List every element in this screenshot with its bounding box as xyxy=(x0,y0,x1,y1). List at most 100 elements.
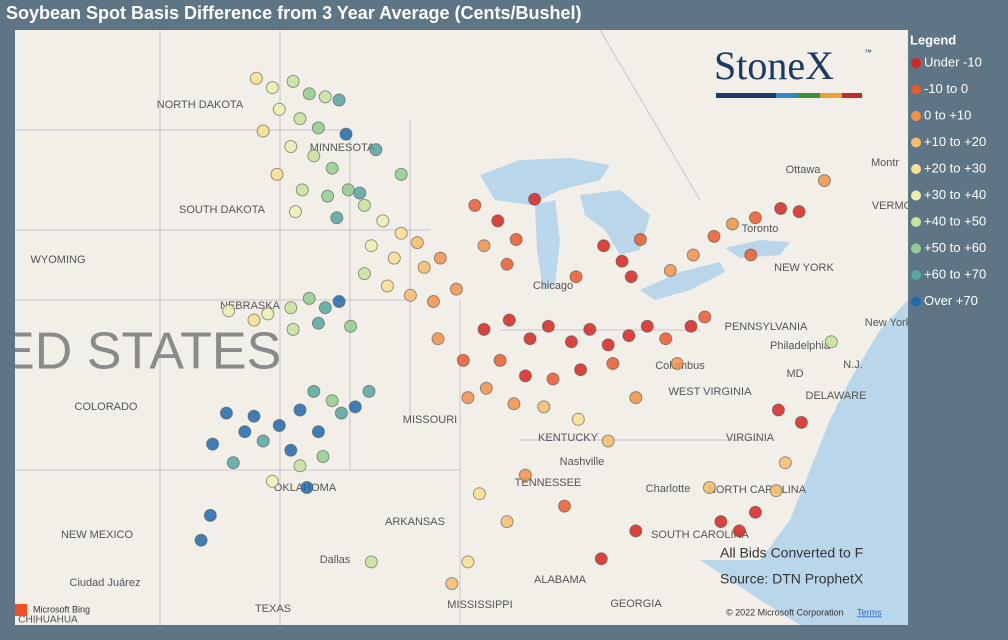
bid-point xyxy=(318,301,332,315)
map-label: KENTUCKY xyxy=(538,432,599,444)
bid-point xyxy=(507,397,521,411)
bid-point xyxy=(769,484,783,498)
legend-swatch xyxy=(911,217,921,227)
bid-point xyxy=(316,450,330,463)
bid-point xyxy=(601,338,615,352)
bid-point xyxy=(369,143,383,157)
bid-point xyxy=(523,332,537,346)
bid-point xyxy=(477,239,491,253)
map-label: Ciudad Juárez xyxy=(70,577,141,589)
bid-point xyxy=(307,149,321,163)
bid-point xyxy=(748,211,762,225)
bid-point xyxy=(226,456,240,470)
lake xyxy=(725,240,790,258)
map-label: ALABAMA xyxy=(534,574,587,586)
bid-point xyxy=(293,112,307,126)
bid-point xyxy=(748,505,762,519)
bid-point xyxy=(203,508,217,522)
map-label: Chicago xyxy=(533,280,573,292)
bid-point xyxy=(472,487,486,501)
map-label: Nashville xyxy=(560,456,605,468)
legend-label: -10 to 0 xyxy=(924,81,968,96)
logo-bar xyxy=(716,93,862,98)
bing-icon xyxy=(15,604,27,616)
bid-point xyxy=(295,183,309,197)
map-background xyxy=(15,30,908,625)
bid-point xyxy=(541,319,555,333)
map-label: CHIHUAHUA xyxy=(18,615,78,626)
bid-point xyxy=(629,391,643,405)
legend-label: +20 to +30 xyxy=(924,160,986,175)
legend-swatch xyxy=(911,296,921,307)
bid-point xyxy=(364,239,378,253)
bid-point xyxy=(792,205,806,219)
bid-point xyxy=(325,394,339,408)
bid-point xyxy=(417,260,431,274)
bid-point xyxy=(334,406,348,420)
bid-point xyxy=(640,319,654,333)
bid-point xyxy=(702,481,716,494)
legend-label: +10 to +20 xyxy=(924,134,986,149)
bid-point xyxy=(321,189,335,203)
bid-point xyxy=(293,459,307,473)
bid-point xyxy=(546,372,560,386)
bing-brand: Microsoft Bing xyxy=(33,604,90,614)
lake xyxy=(480,158,610,205)
bid-point xyxy=(318,90,332,104)
ocean xyxy=(700,300,908,625)
bid-point xyxy=(362,384,376,398)
bid-point xyxy=(353,186,367,200)
bid-point xyxy=(293,403,307,417)
map-label: New York xyxy=(865,317,912,329)
title: Soybean Spot Basis Difference from 3 Yea… xyxy=(6,3,582,23)
bid-point xyxy=(622,329,636,343)
bid-point xyxy=(272,102,286,116)
map-label: UNITED STATES xyxy=(0,323,281,381)
bid-point xyxy=(725,217,739,231)
bid-point xyxy=(500,515,514,529)
bid-point xyxy=(771,403,785,417)
bid-point xyxy=(502,313,516,327)
legend-swatch xyxy=(911,243,921,254)
bid-point xyxy=(376,214,390,228)
borders xyxy=(15,30,760,625)
bid-point xyxy=(332,295,346,308)
bid-point xyxy=(491,214,505,228)
terms-link[interactable]: Terms xyxy=(857,607,882,617)
map: NORTH DAKOTA MINNESOTA SOUTH DAKOTA WYOMING… xyxy=(0,30,912,626)
bid-point xyxy=(256,124,270,138)
legend-title: Legend xyxy=(910,32,956,47)
bid-point xyxy=(707,229,721,243)
bid-point xyxy=(311,316,325,330)
bid-point xyxy=(633,233,647,246)
bid-point xyxy=(302,87,316,101)
bid-point xyxy=(357,267,371,281)
bid-point xyxy=(518,468,532,482)
bid-point xyxy=(302,291,316,305)
bid-point xyxy=(468,198,482,212)
bid-point xyxy=(571,412,585,426)
bid-point xyxy=(394,167,408,181)
map-label: TEXAS xyxy=(255,603,291,615)
bid-point xyxy=(594,552,608,566)
map-label: N.J. xyxy=(843,359,863,371)
logo-mark: ™ xyxy=(864,48,872,57)
legend-label: Over +70 xyxy=(924,293,978,308)
bid-point xyxy=(518,369,532,383)
bid-point xyxy=(357,198,371,212)
legend-swatch xyxy=(911,58,921,68)
legend-label: 0 to +10 xyxy=(924,107,971,122)
logo: StoneX xyxy=(714,43,834,88)
bid-point xyxy=(461,555,475,569)
bid-point xyxy=(684,319,698,333)
map-label: NORTH CAROLINA xyxy=(708,484,807,496)
legend-label: +50 to +60 xyxy=(924,240,986,255)
bid-point xyxy=(325,161,339,175)
map-label: SOUTH DAKOTA xyxy=(179,204,266,216)
map-label: TENNESSEE xyxy=(515,477,582,489)
bid-point xyxy=(606,357,620,370)
bid-point xyxy=(344,319,358,333)
bid-point xyxy=(477,322,491,336)
note: Source: DTN ProphetX xyxy=(720,571,864,587)
bid-point xyxy=(307,384,321,398)
